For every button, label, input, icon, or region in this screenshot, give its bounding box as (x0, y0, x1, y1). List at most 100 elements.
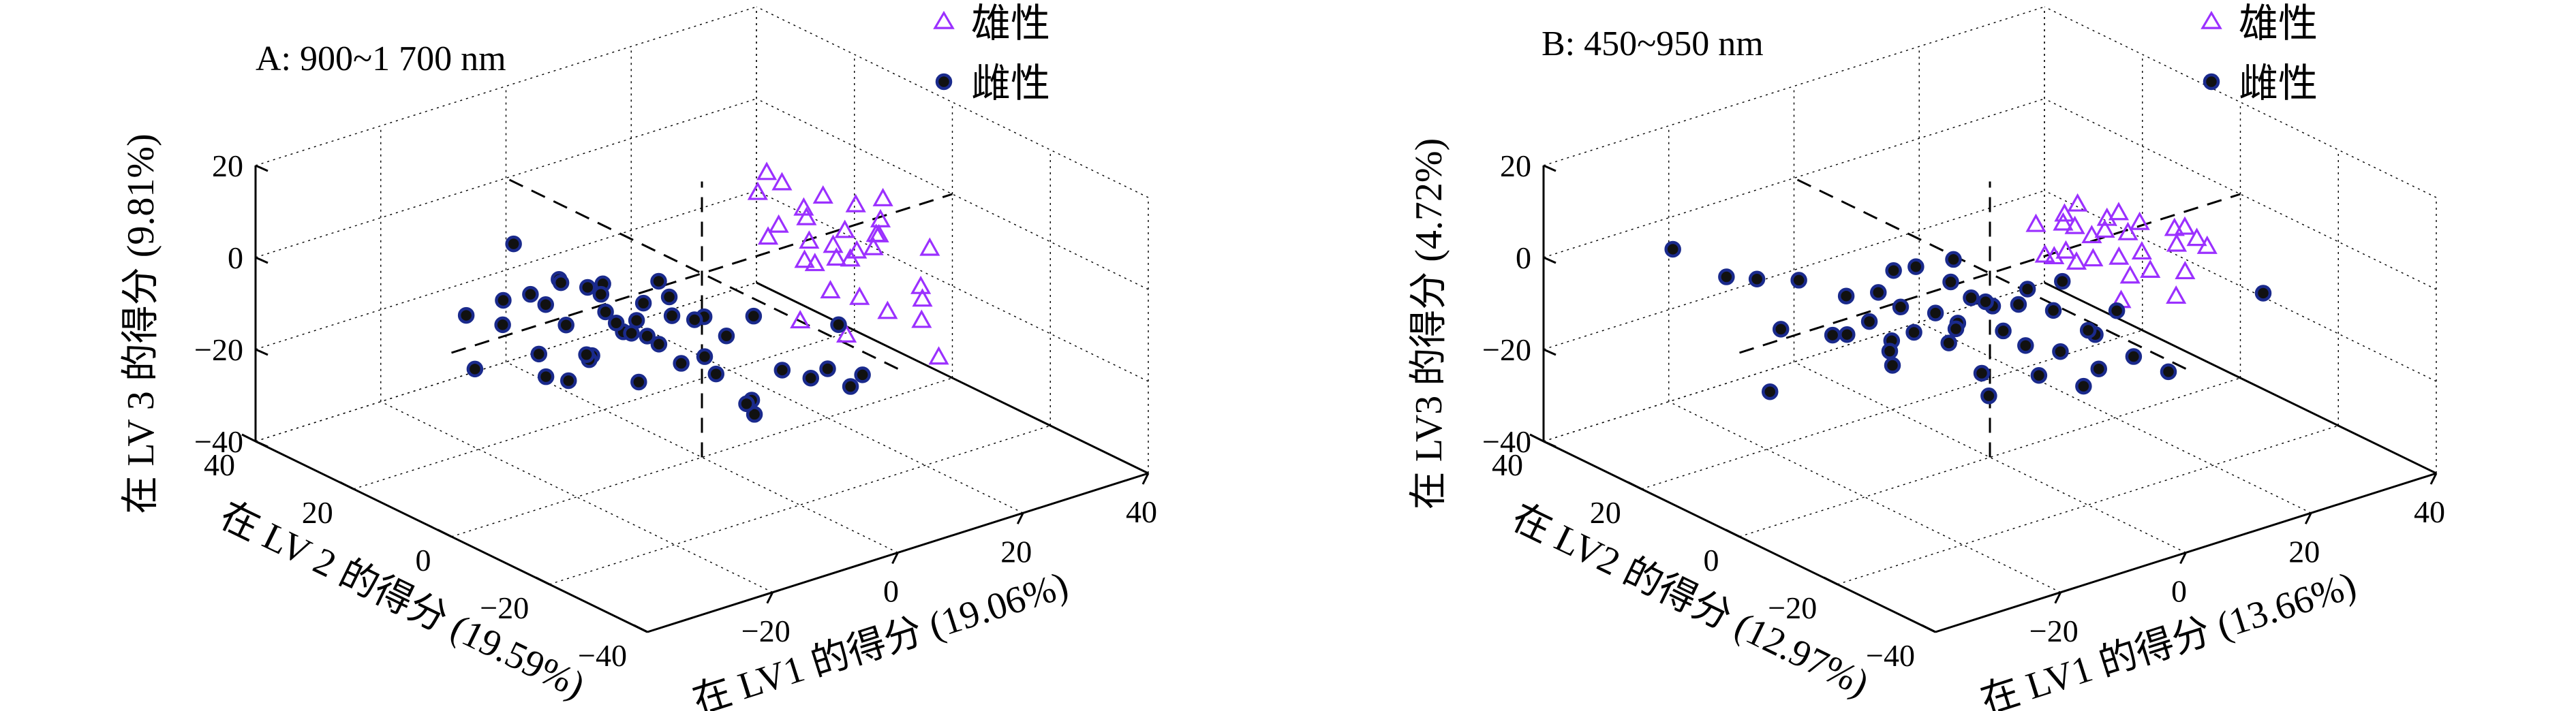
female-point (1995, 322, 2012, 340)
female-point (494, 316, 511, 334)
female-point (1927, 304, 1944, 321)
male-point (2081, 225, 2102, 244)
x-axis-line (2044, 281, 2437, 475)
grid-line (630, 321, 1024, 514)
female-point (1839, 326, 1856, 343)
female-point (634, 294, 652, 312)
grid-line (1837, 425, 2339, 585)
y-tick-label: −20 (1768, 590, 1817, 625)
chart-title: B: 450~950 nm (1542, 25, 1764, 63)
y-tick (1823, 576, 1838, 586)
grid-line (2044, 6, 2437, 198)
male-point (2094, 219, 2115, 238)
male-point (756, 161, 778, 180)
female-point (2030, 367, 2048, 384)
male-point (2166, 285, 2187, 304)
female-point (707, 365, 724, 383)
grid-line (1543, 282, 2045, 442)
female-point (560, 372, 577, 390)
female-point (1824, 326, 1841, 344)
grid-line (1641, 330, 2143, 490)
z-tick (255, 348, 269, 356)
grid-line (506, 361, 898, 554)
z-tick-label: −20 (194, 332, 243, 367)
male-point (919, 237, 940, 256)
male-point (747, 181, 768, 200)
female-point (1837, 287, 1855, 304)
z-tick (1543, 256, 1557, 264)
male-point (757, 226, 779, 245)
y-tick-label: −20 (480, 590, 529, 625)
male-point (835, 324, 857, 343)
male-point (840, 248, 861, 267)
female-point (745, 307, 763, 325)
grid-line (451, 377, 953, 537)
male-point (826, 247, 847, 266)
grid-line (756, 98, 1149, 290)
male-point (863, 236, 884, 255)
female-point (597, 303, 614, 321)
male-point (912, 288, 933, 307)
female-point (522, 285, 539, 303)
female-point (1945, 251, 1962, 268)
y-tick (633, 624, 648, 633)
male-point (794, 249, 815, 268)
female-point (1947, 320, 1965, 338)
female-point (663, 307, 681, 324)
male-point (2066, 251, 2087, 270)
z-tick-label: −20 (1482, 332, 1531, 367)
panel-a: −40 −20 0 20 −40 −20 0 20 40 −20 0 20 40 A: 900~1 700… (120, 1, 1157, 711)
female-point (1762, 383, 1779, 400)
z-tick (1543, 440, 1557, 448)
male-point (2129, 211, 2150, 230)
x-tick-label: 0 (2171, 574, 2187, 609)
male-point (872, 187, 893, 206)
female-point (854, 366, 871, 383)
origin-x-line (1739, 193, 2241, 354)
z-tick (255, 440, 269, 448)
grid-line (1543, 98, 2045, 258)
male-point (2054, 203, 2075, 222)
female-point (1718, 268, 1735, 285)
x-tick-label: −20 (2029, 614, 2079, 648)
female-point (1892, 298, 1910, 316)
panel-b: −40 −20 0 20 −40 −20 0 20 40 −20 0 20 40 B: 450~950 n… (1408, 1, 2445, 711)
z-tick-label: 20 (1500, 148, 1531, 183)
x-tick-label: 0 (883, 574, 899, 609)
male-point (2083, 248, 2104, 267)
grid-line (380, 401, 773, 593)
x-tick-label: 20 (2288, 534, 2320, 569)
female-point (1942, 273, 1959, 291)
male-point (2131, 241, 2152, 260)
grid-line (1543, 190, 2045, 350)
female-point (2052, 343, 2069, 360)
female-point (1977, 293, 1994, 311)
grid-line (2044, 190, 2437, 382)
female-point (628, 312, 645, 329)
male-point (868, 223, 889, 242)
z-tick (1543, 164, 1557, 172)
z-tick (255, 256, 269, 264)
female-point (1905, 323, 1922, 341)
z-tick-label: −40 (1482, 424, 1531, 459)
male-point (2053, 212, 2074, 231)
grid-line (1739, 377, 2241, 537)
legend-circle-icon (2203, 73, 2220, 91)
male-point (846, 240, 868, 259)
legend-circle-icon (935, 73, 953, 91)
grid-line (1668, 401, 2061, 593)
female-point (552, 274, 570, 291)
grid-line (2044, 98, 2437, 290)
x-tick (891, 552, 899, 565)
female-point (2019, 281, 2036, 298)
male-point (870, 208, 891, 227)
female-point (1884, 357, 1901, 374)
y-axis-label: 在 LV2 的得分 (12.97%) (1505, 496, 1875, 705)
grid-line (353, 330, 855, 490)
female-point (1664, 240, 1681, 258)
x-tick (2179, 552, 2187, 565)
female-point (1790, 272, 1807, 289)
male-point (790, 310, 811, 329)
female-point (607, 314, 625, 332)
